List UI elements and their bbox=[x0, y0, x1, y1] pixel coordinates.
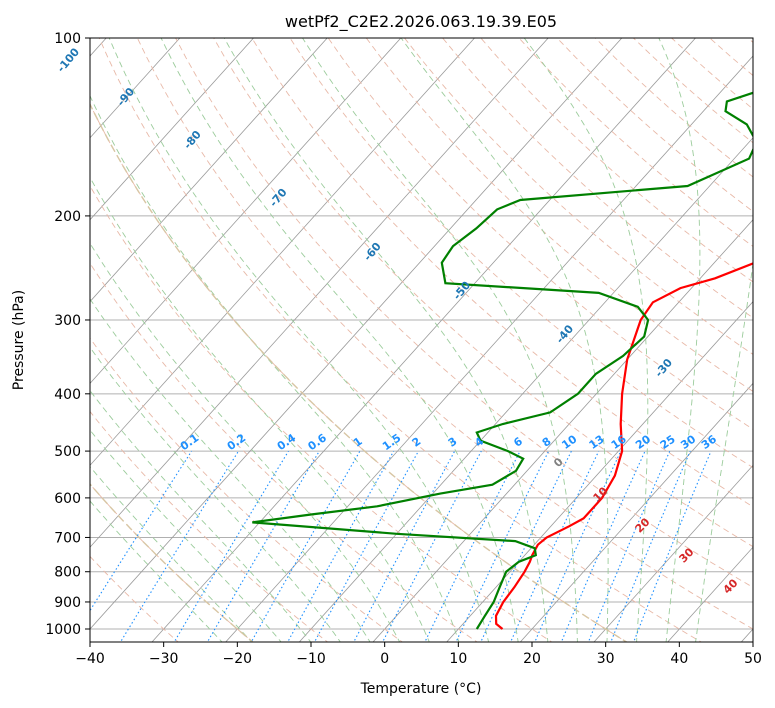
x-tick-label: 30 bbox=[597, 651, 615, 667]
mixing-ratio-line bbox=[313, 450, 419, 642]
dry-adiabat-line bbox=[365, 38, 753, 392]
mixing-ratio-line bbox=[455, 450, 550, 642]
mixing-ratio-line bbox=[119, 450, 239, 642]
isotherm-line bbox=[151, 38, 697, 642]
mixing-ratio-line bbox=[610, 450, 691, 642]
y-tick-label: 800 bbox=[54, 565, 81, 581]
mixing-ratio-line bbox=[382, 450, 482, 642]
x-tick-label: −20 bbox=[223, 651, 253, 667]
isotherm-line bbox=[593, 464, 753, 642]
y-tick-label: 300 bbox=[54, 313, 81, 329]
axes: −40 −30 −20 −10 0 10 20 30 40 50 100 200 300 400 500 60… bbox=[45, 31, 762, 667]
isotherm-line bbox=[90, 38, 181, 139]
moist-adiabat-line bbox=[90, 298, 371, 642]
isotherm-line bbox=[90, 38, 549, 548]
plot-frame bbox=[89, 37, 754, 643]
isotherm-line bbox=[446, 301, 753, 642]
isotherm-line bbox=[90, 38, 402, 385]
y-axis-label: Pressure (hPa) bbox=[11, 290, 27, 390]
x-tick-label: 50 bbox=[744, 651, 762, 667]
y-tick-label: 200 bbox=[54, 209, 81, 225]
moist-adiabat-line bbox=[223, 38, 549, 642]
y-tick-label: 400 bbox=[54, 387, 81, 403]
mixing-ratio-line bbox=[90, 450, 193, 612]
moist-adiabat-line bbox=[90, 389, 312, 642]
y-tick-label: 500 bbox=[54, 444, 81, 460]
mixing-ratio-line bbox=[480, 450, 572, 642]
background-lines bbox=[90, 38, 753, 642]
dry-adiabat-line bbox=[327, 38, 753, 430]
dry-adiabat-line bbox=[404, 38, 753, 355]
moist-adiabat-line bbox=[90, 94, 460, 642]
potential-temp-curve bbox=[90, 483, 254, 642]
temperature-trace bbox=[494, 262, 753, 630]
potential-temp-curve bbox=[90, 102, 628, 642]
mixing-ratio-line bbox=[587, 450, 671, 642]
isotherm-line bbox=[519, 382, 753, 642]
isotherm-line bbox=[90, 38, 328, 303]
dry-adiabat-line bbox=[289, 38, 753, 469]
y-tick-label: 900 bbox=[54, 595, 81, 611]
x-tick-label: 0 bbox=[380, 651, 389, 667]
moist-adiabat-line bbox=[695, 260, 753, 642]
x-tick-label: −30 bbox=[149, 651, 179, 667]
x-axis-label: Temperature (°C) bbox=[360, 681, 482, 697]
isotherm-line bbox=[372, 219, 753, 642]
dry-adiabat-line bbox=[136, 38, 753, 630]
y-tick-label: 700 bbox=[54, 530, 81, 546]
moist-adiabat-line bbox=[108, 38, 490, 642]
moist-adiabat-line bbox=[90, 176, 430, 642]
isotherm-line bbox=[298, 137, 753, 642]
isotherm-line bbox=[90, 38, 623, 630]
chart-title: wetPf2_C2E2.2026.063.19.39.E05 bbox=[285, 12, 557, 32]
dry-adiabat-line bbox=[98, 38, 703, 642]
mixing-ratio-line bbox=[173, 450, 289, 642]
isotherm-line bbox=[90, 38, 476, 466]
moist-adiabat-line bbox=[90, 242, 401, 642]
x-tick-label: 40 bbox=[670, 651, 688, 667]
dry-adiabat-line bbox=[90, 103, 628, 642]
moist-adiabat-line bbox=[90, 465, 253, 642]
y-tick-label: 1000 bbox=[45, 622, 81, 638]
dry-adiabat-line bbox=[90, 555, 179, 642]
x-tick-label: −10 bbox=[296, 651, 326, 667]
dry-adiabat-line bbox=[90, 337, 404, 642]
isotherm-line bbox=[90, 38, 255, 221]
x-tick-label: −40 bbox=[75, 651, 105, 667]
mixing-ratio-line bbox=[206, 450, 320, 642]
x-tick-label: 10 bbox=[449, 651, 467, 667]
dry-adiabat-label: -20 bbox=[771, 398, 775, 422]
moist-adiabat-line bbox=[90, 429, 282, 642]
moist-adiabat-line bbox=[523, 38, 649, 642]
moist-adiabat-line bbox=[302, 38, 578, 642]
mixing-ratio-line bbox=[633, 450, 712, 642]
dry-adiabat-line bbox=[90, 410, 329, 642]
x-tick-label: 20 bbox=[523, 651, 541, 667]
moist-adiabat-line bbox=[160, 38, 519, 642]
dry-adiabat-line bbox=[90, 262, 478, 642]
dry-adiabat-line bbox=[90, 184, 553, 642]
y-tick-label: 100 bbox=[54, 31, 81, 47]
isotherm-line bbox=[225, 55, 753, 642]
y-tick-label: 600 bbox=[54, 491, 81, 507]
